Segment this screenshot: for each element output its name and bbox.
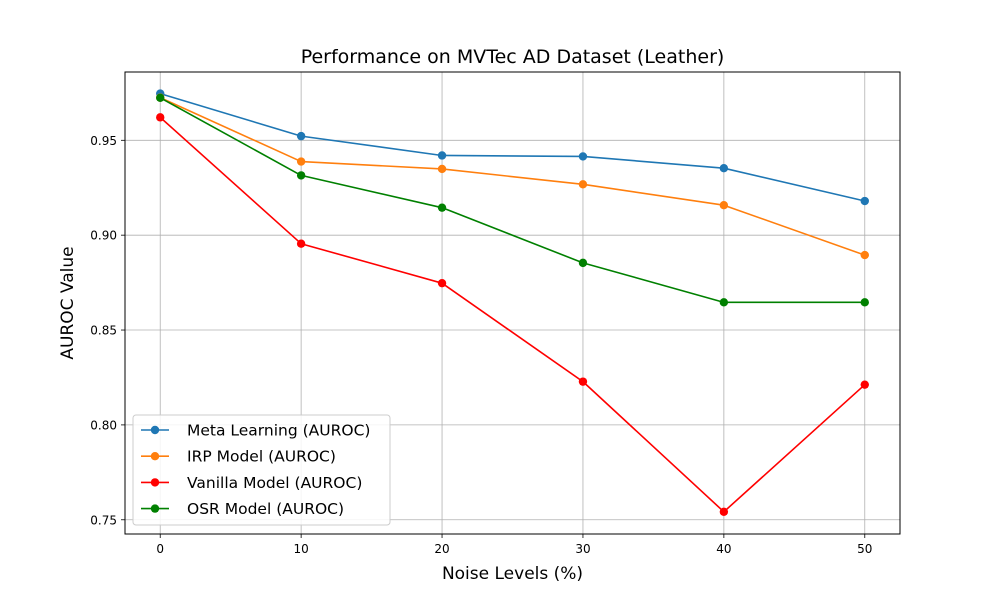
x-axis-label: Noise Levels (%) [442, 564, 583, 584]
data-point-irp-model [578, 180, 588, 189]
y-tick-label: 0.90 [90, 229, 117, 243]
legend-swatch-marker [150, 452, 160, 461]
y-tick-label: 0.75 [90, 513, 117, 527]
data-point-irp-model [719, 200, 729, 210]
series-line-irp-model [159, 96, 866, 256]
data-point-osr-model [719, 298, 729, 307]
data-point-osr-model [156, 93, 165, 103]
data-point-osr-model [296, 171, 306, 180]
axis-ticks: 0 10 20 30 40 50 0.75 0.80 0.85 0.90 0.95 [90, 134, 872, 556]
data-point-vanilla-model [156, 113, 165, 122]
series-line-vanilla-model [159, 116, 866, 513]
data-point-vanilla-model [296, 239, 306, 248]
data-point-meta-learning [860, 196, 869, 206]
series-vanilla-model [156, 113, 869, 517]
data-point-vanilla-model [578, 377, 588, 386]
legend-label: Vanilla Model (AUROC) [187, 474, 362, 492]
chart-title: Performance on MVTec AD Dataset (Leather… [301, 46, 725, 68]
data-point-irp-model [860, 250, 869, 260]
legend-label: OSR Model (AUROC) [187, 500, 344, 518]
y-tick-label: 0.95 [90, 134, 117, 148]
series-line-osr-model [159, 97, 865, 304]
data-point-meta-learning [437, 151, 447, 160]
data-point-osr-model [860, 298, 869, 307]
data-point-vanilla-model [719, 507, 729, 517]
y-tick-label: 0.85 [90, 324, 117, 338]
legend-label: IRP Model (AUROC) [187, 448, 336, 466]
series-osr-model [156, 93, 869, 307]
legend-item-vanilla-model: Vanilla Model (AUROC) [141, 474, 362, 492]
legend-swatch-marker [150, 504, 160, 513]
legend-item-meta-learning: Meta Learning (AUROC) [141, 422, 370, 440]
x-tick-label: 0 [156, 542, 164, 556]
legend: Meta Learning (AUROC) IRP Model (AUROC) Va… [132, 414, 391, 526]
x-tick-label: 40 [716, 542, 731, 556]
x-tick-label: 50 [857, 542, 872, 556]
x-tick-label: 10 [293, 542, 308, 556]
data-point-irp-model [437, 164, 447, 174]
legend-box [132, 414, 391, 526]
legend-swatch-marker [150, 425, 160, 435]
y-tick-label: 0.80 [90, 418, 117, 432]
data-point-irp-model [296, 157, 306, 166]
data-point-meta-learning [719, 163, 729, 173]
data-point-vanilla-model [860, 380, 869, 389]
plot-frame [124, 71, 901, 535]
x-tick-label: 20 [434, 542, 449, 556]
legend-swatch-marker [150, 478, 160, 487]
series-line-meta-learning [159, 92, 865, 202]
legend-label: Meta Learning (AUROC) [187, 422, 370, 440]
data-point-osr-model [578, 258, 588, 268]
x-tick-label: 30 [575, 542, 590, 556]
series-group [156, 89, 869, 517]
data-point-vanilla-model [437, 278, 447, 288]
y-axis-label: AUROC Value [58, 246, 78, 359]
legend-item-irp-model: IRP Model (AUROC) [141, 448, 336, 466]
data-point-meta-learning [578, 152, 588, 161]
data-point-osr-model [437, 203, 447, 212]
legend-item-osr-model: OSR Model (AUROC) [141, 500, 344, 518]
data-point-meta-learning [296, 131, 306, 141]
